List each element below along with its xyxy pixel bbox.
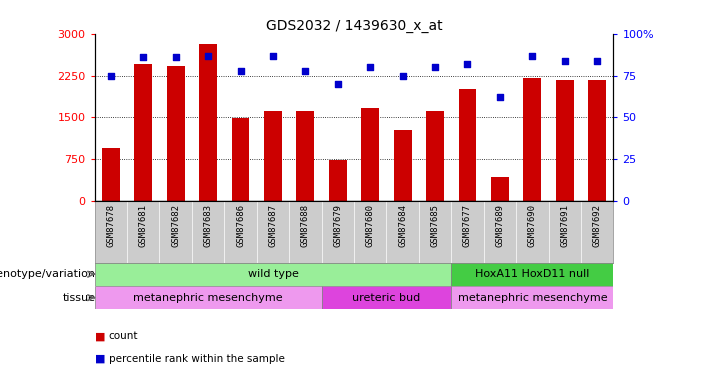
Text: GSM87691: GSM87691 [560,204,569,247]
Bar [95,286,322,309]
Text: GSM87679: GSM87679 [333,204,342,247]
Text: count: count [109,331,138,341]
Bar [297,111,314,201]
Text: metanephric mesenchyme: metanephric mesenchyme [133,292,283,303]
Bar [588,80,606,201]
Point [170,54,182,60]
Text: GSM87692: GSM87692 [592,204,601,247]
Point [332,81,343,87]
Point [137,54,149,60]
Bar [524,78,541,201]
Point [462,61,473,67]
Point [592,57,603,63]
Bar [458,89,477,201]
Bar [167,66,184,201]
Title: GDS2032 / 1439630_x_at: GDS2032 / 1439630_x_at [266,19,442,33]
Bar [102,148,120,201]
Bar [394,130,411,201]
Bar [95,262,451,286]
Bar [322,286,451,309]
Text: GSM87685: GSM87685 [430,204,440,247]
Text: GSM87686: GSM87686 [236,204,245,247]
Point [494,94,505,100]
Bar [426,111,444,201]
Bar [329,160,347,201]
Text: GSM87682: GSM87682 [171,204,180,247]
Point [105,73,116,79]
Text: percentile rank within the sample: percentile rank within the sample [109,354,285,364]
Text: GSM87689: GSM87689 [496,204,505,247]
Bar [231,118,250,201]
Text: ■: ■ [95,331,105,341]
Text: wild type: wild type [247,269,299,279]
Point [365,64,376,70]
Point [235,68,246,74]
Bar [556,80,573,201]
Text: GSM87684: GSM87684 [398,204,407,247]
Bar [199,44,217,201]
Bar [491,177,509,201]
Text: metanephric mesenchyme: metanephric mesenchyme [458,292,607,303]
Text: GSM87680: GSM87680 [366,204,375,247]
Bar [361,108,379,201]
Bar [451,286,613,309]
Bar [451,262,613,286]
Point [267,53,278,58]
Text: GSM87688: GSM87688 [301,204,310,247]
Point [300,68,311,74]
Point [397,73,408,79]
Text: GSM87677: GSM87677 [463,204,472,247]
Bar [135,64,152,201]
Point [526,53,538,58]
Text: ureteric bud: ureteric bud [353,292,421,303]
Point [430,64,441,70]
Bar [264,111,282,201]
Text: GSM87683: GSM87683 [203,204,212,247]
Point [559,57,571,63]
Point [203,53,214,58]
Text: GSM87678: GSM87678 [107,204,116,247]
Text: tissue: tissue [62,292,95,303]
Text: genotype/variation: genotype/variation [0,269,95,279]
Text: GSM87690: GSM87690 [528,204,537,247]
Text: ■: ■ [95,354,105,364]
Text: GSM87687: GSM87687 [268,204,278,247]
Text: HoxA11 HoxD11 null: HoxA11 HoxD11 null [475,269,590,279]
Text: GSM87681: GSM87681 [139,204,148,247]
